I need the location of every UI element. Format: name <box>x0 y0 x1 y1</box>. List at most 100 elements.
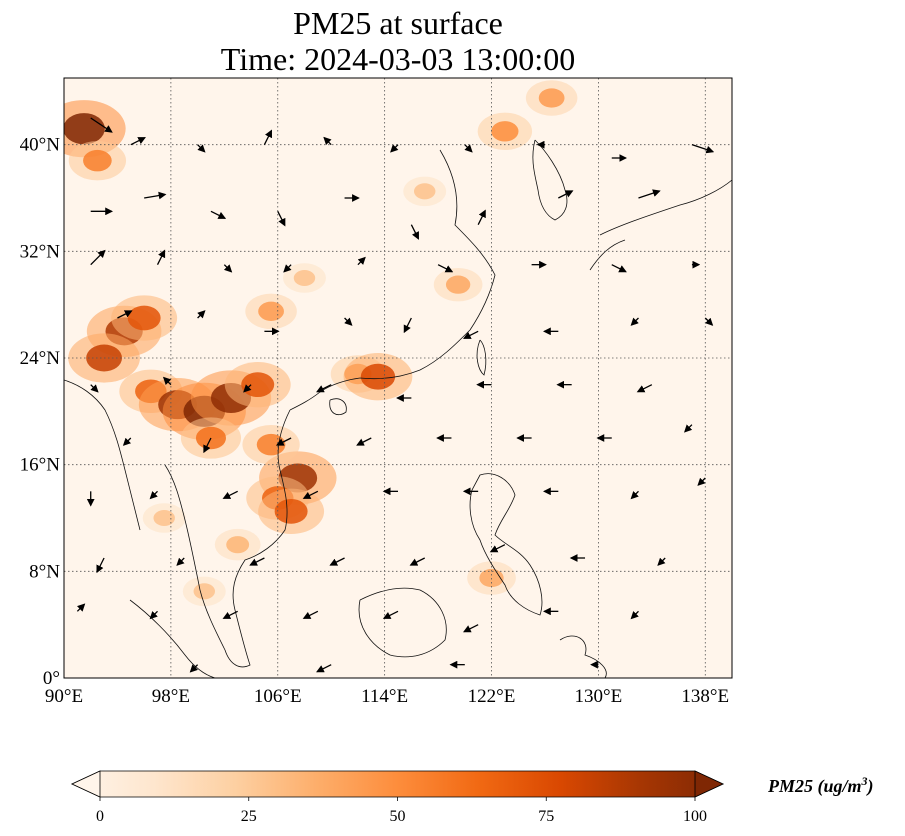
longitude-tick-label: 90°E <box>45 686 83 707</box>
wind-arrow <box>630 317 639 326</box>
colorbar-min-extend <box>71 770 101 798</box>
pm25-hotspot <box>241 372 275 398</box>
colorbar-tick-label: 50 <box>390 808 406 825</box>
longitude-tick-label: 130°E <box>575 686 623 707</box>
philippines-islands <box>469 473 543 616</box>
pm25-hotspot <box>127 305 161 331</box>
wind-arrow <box>357 256 366 266</box>
pm25-hotspot <box>83 149 112 172</box>
wind-arrow <box>96 557 105 574</box>
wind-arrow <box>390 144 399 153</box>
pm25-hotspot <box>193 583 215 600</box>
wind-arrow <box>90 249 106 266</box>
wind-arrow <box>90 117 113 133</box>
wind-arrow <box>176 557 185 566</box>
wind-arrow <box>657 557 666 566</box>
wind-arrow <box>638 189 661 199</box>
pm25-hotspot-layer <box>64 80 578 607</box>
wind-arrow <box>464 144 473 153</box>
wind-arrow <box>275 437 292 446</box>
taiwan-island <box>476 339 487 376</box>
wind-arrow <box>697 477 706 486</box>
wind-arrow <box>189 664 199 673</box>
colorbar-ticks: 0 25 50 75 100 <box>96 797 707 825</box>
pm25-hotspot <box>64 113 105 145</box>
wind-arrow <box>156 249 166 265</box>
wind-arrow <box>122 437 132 446</box>
wind-arrow <box>462 330 479 339</box>
latitude-tick-label: 16°N <box>20 455 61 476</box>
wind-arrow <box>410 224 419 240</box>
latitude-tick-label: 24°N <box>20 348 61 369</box>
wind-arrow <box>263 129 272 145</box>
wind-arrow <box>630 490 639 500</box>
colorbar-tick-label: 100 <box>683 808 707 825</box>
wind-arrow <box>691 144 715 154</box>
pm25-hotspot <box>491 121 519 142</box>
map-frame <box>63 77 733 679</box>
pm25-hotspot <box>258 301 284 321</box>
borneo-coast <box>358 587 447 658</box>
wind-arrow <box>130 137 146 146</box>
wind-arrow <box>144 191 167 200</box>
latitude-tick-label: 0° <box>43 668 60 689</box>
wind-arrow <box>149 490 158 500</box>
wind-arrow <box>558 190 574 199</box>
map-time-subtitle: Time: 2024-03-03 13:00:00 <box>220 41 576 77</box>
wind-arrow <box>382 610 399 619</box>
korea-peninsula <box>532 139 568 221</box>
colorbar-label: PM25 (ug/m3) <box>768 774 874 797</box>
wind-arrow <box>283 264 292 273</box>
wind-arrow <box>437 264 454 273</box>
wind-vector-layer <box>76 117 715 673</box>
pm25-hotspot <box>414 183 436 200</box>
wind-arrow <box>90 384 99 393</box>
wind-arrow <box>197 144 206 153</box>
colorbar-tick-label: 75 <box>538 808 554 825</box>
wind-arrow <box>630 610 639 620</box>
pm25-hotspot <box>226 536 250 554</box>
wind-arrow <box>329 557 345 566</box>
wind-arrow <box>684 424 693 433</box>
longitude-tick-label: 122°E <box>468 686 516 707</box>
pm25-hotspot <box>153 509 175 527</box>
wind-arrow <box>704 317 714 326</box>
pm25-hotspot <box>195 426 227 450</box>
sumatra-coast <box>129 599 216 678</box>
pm25-hotspot <box>360 363 396 390</box>
colorbar-label-text: PM25 (ug/m <box>768 776 862 796</box>
wind-arrow <box>316 664 332 673</box>
sulawesi-coast <box>559 635 607 678</box>
latitude-tick-label: 8°N <box>29 561 60 582</box>
wind-arrow <box>636 384 653 393</box>
wind-arrow <box>210 210 227 219</box>
colorbar-tick-label: 25 <box>241 808 257 825</box>
colorbar-label-exponent: 3 <box>861 774 868 788</box>
colorbar-label-close: ) <box>867 776 874 796</box>
pm25-hotspot <box>274 498 308 524</box>
wind-arrow <box>197 310 206 319</box>
wind-arrow <box>489 544 506 553</box>
wind-arrow <box>249 557 265 566</box>
longitude-tick-labels: 90°E 98°E 106°E 114°E 122°E 130°E 138°E <box>45 686 729 707</box>
wind-arrow <box>462 624 479 633</box>
longitude-tick-label: 106°E <box>254 686 302 707</box>
map-plot-area <box>63 77 733 679</box>
wind-arrow <box>403 317 412 334</box>
pm25-hotspot <box>293 269 316 287</box>
wind-arrow <box>222 610 238 619</box>
wind-arrow <box>149 610 158 620</box>
latitude-tick-label: 40°N <box>20 135 61 156</box>
pm25-hotspot <box>256 433 286 456</box>
hainan-island <box>329 398 347 416</box>
wind-arrow <box>477 209 486 225</box>
wind-arrow <box>611 264 627 273</box>
graticule-gridlines <box>64 78 732 678</box>
colorbar-gradient <box>71 770 724 798</box>
japan-islands <box>589 179 732 271</box>
wind-arrow <box>356 437 372 446</box>
wind-arrow <box>203 437 212 454</box>
indochina-coastline <box>164 409 291 668</box>
wind-arrow <box>409 557 426 566</box>
